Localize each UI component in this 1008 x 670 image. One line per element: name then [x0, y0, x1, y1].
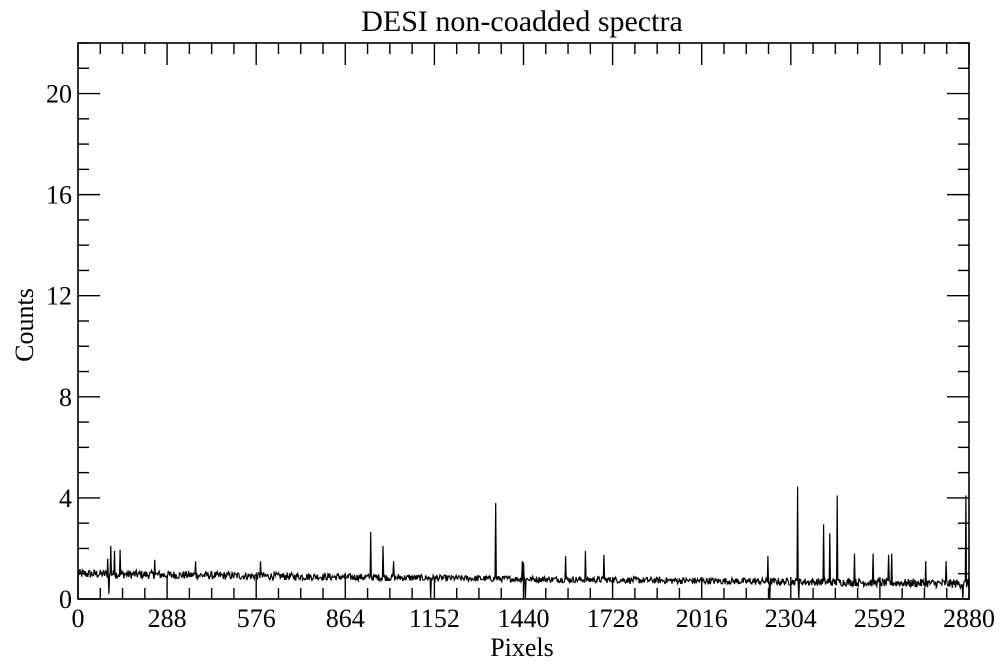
series-line	[77, 486, 970, 600]
x-tick-label: 0	[72, 604, 85, 633]
y-tick-label: 20	[46, 80, 72, 109]
x-tick-label: 2016	[676, 604, 728, 633]
x-tick-label: 1728	[587, 604, 639, 633]
x-tick-label: 2304	[765, 604, 817, 633]
x-tick-label: 2880	[943, 604, 995, 633]
y-tick-label: 8	[59, 383, 72, 412]
x-tick-label: 2592	[854, 604, 906, 633]
x-tick-label: 1440	[498, 604, 550, 633]
x-tick-label: 288	[148, 604, 187, 633]
x-tick-label: 864	[326, 604, 365, 633]
x-axis-label: Pixels	[490, 633, 554, 662]
y-axis-label: Counts	[10, 288, 39, 362]
axis-ticks	[77, 42, 970, 600]
tick-labels: 0 288 576 864 1152 1440 1728 2016 2304 2592 288004…	[46, 80, 995, 633]
y-tick-label: 16	[46, 181, 72, 210]
y-tick-label: 4	[59, 484, 72, 513]
x-tick-label: 1152	[409, 604, 460, 633]
y-tick-label: 0	[59, 585, 72, 614]
chart-title: DESI non-coadded spectra	[361, 5, 683, 38]
y-tick-label: 12	[46, 282, 72, 311]
x-tick-label: 576	[237, 604, 276, 633]
plot-frame	[77, 42, 970, 600]
